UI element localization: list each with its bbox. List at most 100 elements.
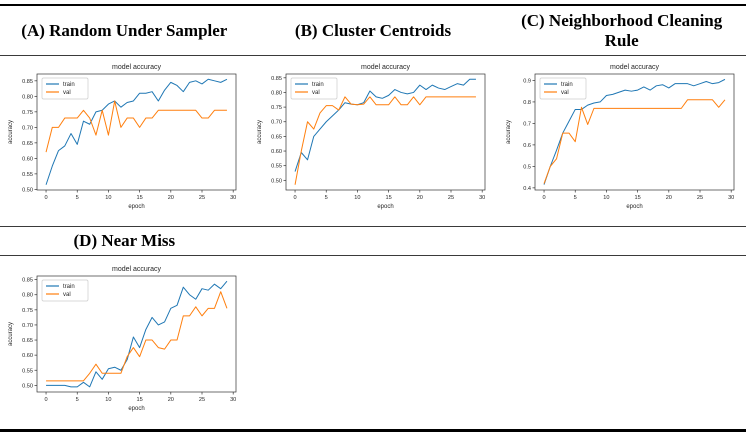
x-tick-label: 15: [634, 195, 640, 201]
chart-svg: model accuracy 0.50 0.55 0.60 0.65 0.70 0.75 0.…: [8, 266, 237, 412]
y-axis-label: accuracy: [8, 120, 14, 144]
x-axis-label: epoch: [129, 204, 145, 210]
x-tick-label: 25: [448, 195, 454, 201]
y-tick-label: 0.50: [271, 178, 282, 184]
legend-val-label: val: [63, 90, 71, 96]
legend-val-label: val: [312, 90, 320, 96]
chart-title: model accuracy: [112, 266, 162, 273]
chart-svg: model accuracy 0.50 0.55 0.60 0.65 0.70 0.75 0.…: [8, 64, 237, 210]
chart-a-column: model accuracy 0.50 0.55 0.60 0.65 0.70 0.75 0.…: [0, 60, 249, 222]
legend-box: [41, 279, 89, 301]
x-tick-label: 20: [168, 195, 174, 201]
y-tick-label: 0.80: [22, 292, 33, 298]
y-axis-label: accuracy: [257, 120, 263, 144]
chart-c-neighborhood-cleaning-rule: model accuracy 0.4 0.5 0.6 0.7 0.8 0.9 0 5 10 15 20…: [503, 60, 741, 222]
x-tick-label: 0: [293, 195, 296, 201]
x-tick-label: 0: [542, 195, 545, 201]
panel-b-title: (B) Cluster Centroids: [294, 20, 452, 40]
panel-header-row: (A) Random Under Sampler (B) Cluster Cen…: [0, 6, 746, 55]
x-tick-label: 0: [45, 397, 48, 403]
y-tick-label: 0.85: [22, 277, 33, 283]
x-tick-label: 5: [325, 195, 328, 201]
x-tick-label: 20: [417, 195, 423, 201]
y-tick-label: 0.65: [271, 134, 282, 140]
panel-d-title: (D) Near Miss: [73, 231, 176, 251]
x-tick-label: 30: [728, 195, 734, 201]
y-tick-label: 0.75: [271, 105, 282, 111]
series-val-line: [294, 96, 476, 185]
x-tick-label: 30: [230, 397, 236, 403]
y-tick-label: 0.50: [22, 187, 33, 193]
charts-row-top: model accuracy 0.50 0.55 0.60 0.65 0.70 0.75 0.…: [0, 56, 746, 226]
chart-svg: model accuracy 0.50 0.55 0.60 0.65 0.70 0.75 0.…: [257, 64, 486, 210]
y-tick-label: 0.4: [523, 186, 531, 192]
x-tick-label: 15: [137, 195, 143, 201]
x-tick-label: 30: [479, 195, 485, 201]
x-tick-label: 30: [230, 195, 236, 201]
y-tick-label: 0.70: [22, 322, 33, 328]
chart-title: model accuracy: [610, 64, 660, 71]
x-tick-label: 25: [199, 195, 205, 201]
y-tick-label: 0.80: [271, 90, 282, 96]
y-axis-label: accuracy: [506, 120, 512, 144]
y-tick-label: 0.55: [271, 164, 282, 170]
chart-a-random-under-sampler: model accuracy 0.50 0.55 0.60 0.65 0.70 0.75 0.…: [5, 60, 243, 222]
y-tick-label: 0.65: [22, 338, 33, 344]
chart-b-column: model accuracy 0.50 0.55 0.60 0.65 0.70 0.75 0.…: [249, 60, 498, 222]
y-tick-label: 0.60: [271, 149, 282, 155]
x-tick-label: 25: [697, 195, 703, 201]
x-tick-label: 5: [76, 397, 79, 403]
legend-train-label: train: [63, 284, 75, 290]
x-tick-label: 15: [386, 195, 392, 201]
chart-title: model accuracy: [361, 64, 411, 71]
y-tick-label: 0.80: [22, 94, 33, 100]
x-tick-label: 10: [106, 397, 112, 403]
legend-box: [41, 77, 89, 100]
chart-d-column: model accuracy 0.50 0.55 0.60 0.65 0.70 0.75 0.…: [0, 262, 249, 424]
x-tick-label: 5: [573, 195, 576, 201]
x-tick-label: 15: [137, 397, 143, 403]
x-tick-label: 20: [665, 195, 671, 201]
y-tick-label: 0.50: [22, 383, 33, 389]
y-tick-label: 0.7: [523, 121, 531, 127]
x-tick-label: 10: [354, 195, 360, 201]
y-tick-label: 0.60: [22, 353, 33, 359]
x-tick-label: 5: [76, 195, 79, 201]
chart-b-cluster-centroids: model accuracy 0.50 0.55 0.60 0.65 0.70 0.75 0.…: [254, 60, 492, 222]
y-tick-label: 0.55: [22, 368, 33, 374]
y-tick-label: 0.9: [523, 78, 531, 84]
legend-box: [290, 77, 338, 100]
charts-row-bottom: model accuracy 0.50 0.55 0.60 0.65 0.70 0.75 0.…: [0, 256, 746, 429]
y-tick-label: 0.6: [523, 143, 531, 149]
series-val-line: [45, 100, 228, 153]
legend-train-label: train: [312, 82, 324, 88]
legend-val-label: val: [561, 90, 569, 96]
chart-d-near-miss: model accuracy 0.50 0.55 0.60 0.65 0.70 0.75 0.…: [5, 262, 243, 424]
legend-val-label: val: [63, 292, 71, 298]
y-tick-label: 0.5: [523, 164, 531, 170]
x-axis-label: epoch: [377, 204, 393, 210]
series-val-line: [543, 99, 726, 184]
y-axis-label: accuracy: [8, 321, 14, 345]
x-tick-label: 20: [168, 397, 174, 403]
series-train-line: [294, 78, 476, 172]
x-tick-label: 25: [199, 397, 205, 403]
y-tick-label: 0.70: [22, 125, 33, 131]
chart-c-column: model accuracy 0.4 0.5 0.6 0.7 0.8 0.9 0 5 10 15 20…: [497, 60, 746, 222]
top-rule: [0, 4, 746, 6]
y-tick-label: 0.60: [22, 156, 33, 162]
x-tick-label: 10: [106, 195, 112, 201]
legend-box: [539, 77, 587, 100]
x-tick-label: 10: [603, 195, 609, 201]
x-axis-label: epoch: [626, 204, 642, 210]
legend-train-label: train: [63, 82, 75, 88]
y-tick-label: 0.65: [22, 141, 33, 147]
y-tick-label: 0.85: [22, 79, 33, 85]
series-val-line: [46, 290, 228, 381]
bottom-rule: [0, 429, 746, 432]
x-axis-label: epoch: [129, 406, 145, 412]
chart-title: model accuracy: [112, 64, 162, 71]
series-train-line: [45, 78, 228, 185]
x-tick-label: 0: [45, 195, 48, 201]
